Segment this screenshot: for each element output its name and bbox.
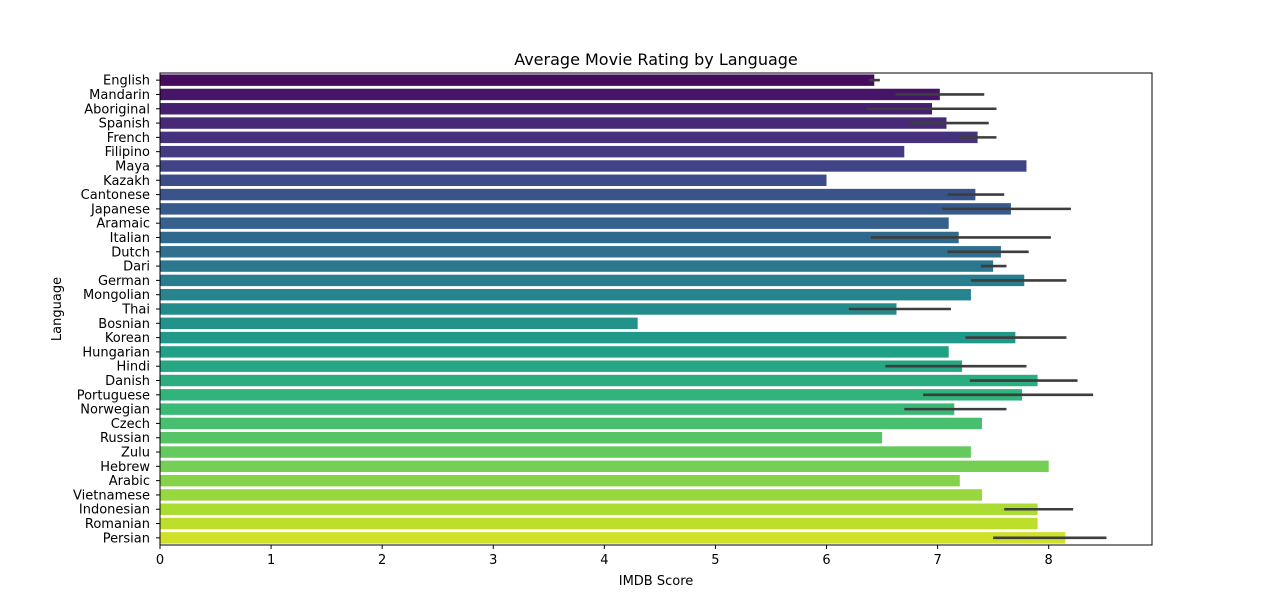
bar-aboriginal xyxy=(160,103,933,115)
y-tick-label: Danish xyxy=(105,374,150,389)
y-tick-label: Norwegian xyxy=(80,403,150,418)
bar-czech xyxy=(160,417,983,430)
y-tick-label: Maya xyxy=(115,159,150,174)
y-tick-label: German xyxy=(98,274,150,289)
y-tick-label: Persian xyxy=(103,531,150,546)
y-tick-label: Aramaic xyxy=(96,217,150,232)
bar-arabic xyxy=(160,474,960,487)
y-tick-label: Aboriginal xyxy=(84,102,150,117)
bar-persian xyxy=(160,532,1066,544)
bar-norwegian xyxy=(160,403,955,415)
y-tick-label: Romanian xyxy=(85,517,150,532)
x-axis-label: IMDB Score xyxy=(619,574,694,589)
bar-aramaic xyxy=(160,217,949,229)
bar-mongolian xyxy=(160,288,971,301)
bar-french xyxy=(160,131,978,144)
bar-mandarin xyxy=(160,88,940,101)
y-tick-label: Mongolian xyxy=(83,288,150,303)
bar-cantonese xyxy=(160,188,976,201)
bar-dutch xyxy=(160,246,1001,258)
y-tick-label: Vietnamese xyxy=(73,488,150,503)
x-tick-label: 6 xyxy=(822,553,830,568)
y-tick-label: Bosnian xyxy=(98,317,150,332)
bar-english xyxy=(160,74,875,86)
bars-layer xyxy=(160,74,1066,544)
bar-romanian xyxy=(160,517,1038,530)
y-tick-label: Hindi xyxy=(117,360,151,375)
x-axis-ticks: 0 1 2 3 4 5 6 7 8 xyxy=(156,545,1053,568)
x-tick-label: 1 xyxy=(267,553,275,568)
y-tick-label: Czech xyxy=(111,417,150,432)
y-tick-label: Cantonese xyxy=(81,188,150,203)
bar-italian xyxy=(160,231,959,244)
bar-indonesian xyxy=(160,503,1038,515)
bar-hungarian xyxy=(160,346,949,358)
y-tick-label: Portuguese xyxy=(77,388,150,403)
bar-danish xyxy=(160,374,1038,387)
y-tick-label: Korean xyxy=(105,331,150,346)
y-tick-label: Kazakh xyxy=(103,174,150,189)
bar-maya xyxy=(160,160,1027,172)
x-tick-label: 8 xyxy=(1045,553,1053,568)
x-tick-label: 3 xyxy=(489,553,497,568)
chart-title: Average Movie Rating by Language xyxy=(514,50,798,69)
x-tick-label: 7 xyxy=(933,553,941,568)
y-tick-label: Japanese xyxy=(90,202,150,217)
bar-filipino xyxy=(160,145,905,158)
x-tick-label: 0 xyxy=(156,553,164,568)
bar-vietnamese xyxy=(160,489,983,501)
error-bars-layer xyxy=(848,78,1107,540)
y-axis-label: Language xyxy=(50,277,65,341)
bar-korean xyxy=(160,331,1016,344)
y-tick-label: Filipino xyxy=(105,145,150,160)
y-tick-label: Hebrew xyxy=(100,460,150,475)
bar-dari xyxy=(160,260,994,272)
plot-frame xyxy=(159,72,1153,546)
y-tick-label: Thai xyxy=(121,303,150,318)
x-tick-label: 2 xyxy=(378,553,386,568)
y-tick-label: Mandarin xyxy=(89,88,150,103)
bar-german xyxy=(160,274,1025,287)
bar-zulu xyxy=(160,446,971,458)
bar-portuguese xyxy=(160,389,1023,401)
y-tick-label: Zulu xyxy=(121,446,150,461)
y-tick-label: Dari xyxy=(123,260,150,275)
bar-hebrew xyxy=(160,460,1049,473)
y-tick-label: Italian xyxy=(110,231,150,246)
bar-bosnian xyxy=(160,317,638,330)
y-tick-label: Hungarian xyxy=(82,345,150,360)
y-tick-label: Dutch xyxy=(111,245,150,260)
bar-russian xyxy=(160,432,883,444)
x-tick-label: 5 xyxy=(711,553,719,568)
bar-thai xyxy=(160,303,897,315)
y-tick-label: Russian xyxy=(100,431,150,446)
bar-kazakh xyxy=(160,174,827,186)
y-tick-label: English xyxy=(103,74,150,89)
y-tick-label: Spanish xyxy=(99,117,150,132)
y-tick-label: Arabic xyxy=(109,474,150,489)
bar-hindi xyxy=(160,360,963,372)
bar-spanish xyxy=(160,117,947,129)
x-tick-label: 4 xyxy=(600,553,608,568)
y-axis-ticks: EnglishMandarinAboriginalSpanishFrenchFi… xyxy=(73,74,160,546)
y-tick-label: Indonesian xyxy=(79,503,150,518)
bar-japanese xyxy=(160,203,1011,215)
y-tick-label: French xyxy=(107,131,150,146)
